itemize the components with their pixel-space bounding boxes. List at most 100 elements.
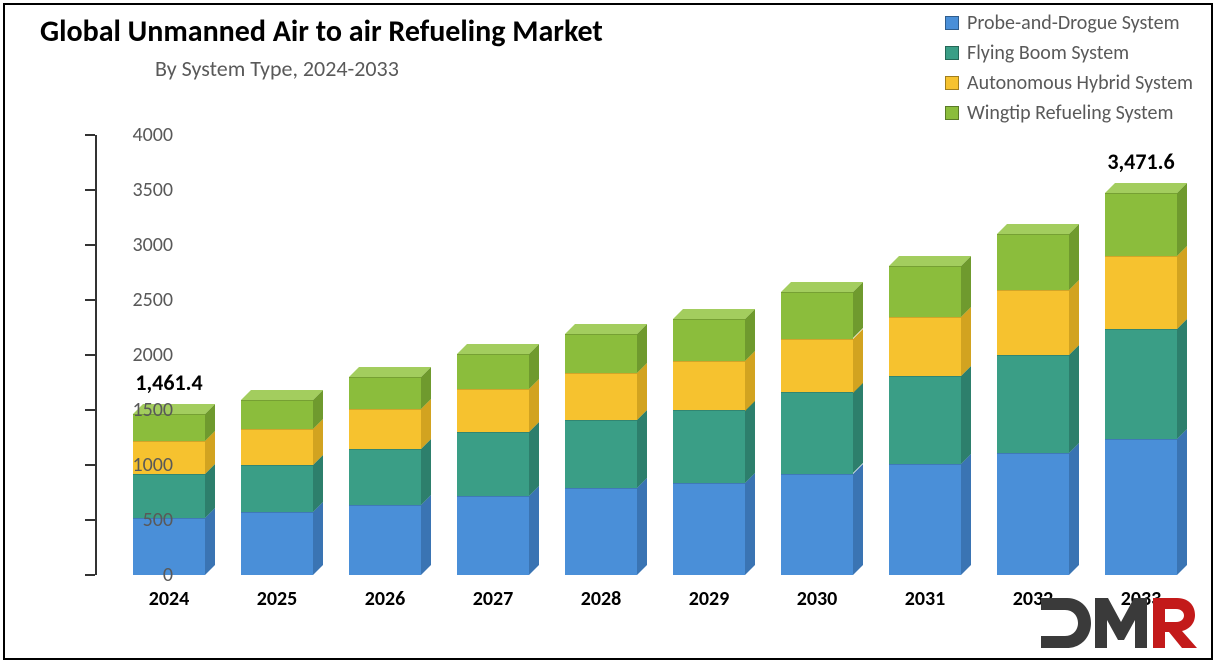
bar-segment-side (421, 439, 431, 505)
bar-segment-wingtip (1105, 193, 1177, 256)
bar-data-label: 3,471.6 (1081, 148, 1201, 175)
bar-segment-boom (1105, 329, 1177, 439)
legend-swatch (945, 106, 959, 120)
bar-segment-wingtip (457, 354, 529, 389)
bar-top-cap (565, 324, 647, 334)
bar-top-cap (781, 282, 863, 292)
bar-segment-wingtip (241, 400, 313, 429)
bar-segment-side (1069, 280, 1079, 355)
bar-segment-side (637, 478, 647, 575)
bar-segment-wingtip (997, 234, 1069, 290)
bar-segment-boom (457, 432, 529, 496)
bar-segment-boom (565, 420, 637, 488)
bar-segment-side (745, 351, 755, 411)
bar-segment-front (997, 234, 1069, 290)
bar-segment-side (637, 363, 647, 420)
bar-segment-hybrid (457, 389, 529, 432)
bar-segment-wingtip (781, 292, 853, 338)
y-tick (85, 134, 95, 136)
bar-top-cap (457, 344, 539, 354)
bar-segment-front (1105, 439, 1177, 575)
bar-segment-front (673, 410, 745, 483)
bar-segment-wingtip (349, 377, 421, 409)
bar-segment-side (961, 307, 971, 376)
y-tick-label: 3000 (103, 233, 173, 257)
bar-segment-front (349, 449, 421, 505)
legend-swatch (945, 76, 959, 90)
y-tick-label: 2000 (103, 343, 173, 367)
legend-label: Probe-and-Drogue System (967, 11, 1180, 35)
bar-segment-front (349, 409, 421, 449)
bar-segment-front (457, 496, 529, 575)
bar-segment-front (457, 389, 529, 432)
y-tick (85, 299, 95, 301)
bar-top-cap (673, 309, 755, 319)
bar-top-cap (889, 256, 971, 266)
bar-segment-front (565, 488, 637, 575)
bar-segment-front (1105, 256, 1177, 329)
bar-segment-front (673, 361, 745, 411)
bar-segment-side (205, 508, 215, 575)
legend-label: Flying Boom System (967, 41, 1129, 65)
bar-segment-probe (241, 512, 313, 575)
chart-title: Global Unmanned Air to air Refueling Mar… (40, 13, 603, 50)
chart-frame: Global Unmanned Air to air Refueling Mar… (3, 3, 1213, 660)
legend-item: Wingtip Refueling System (945, 101, 1193, 125)
bar-segment-front (241, 512, 313, 575)
chart-subtitle: By System Type, 2024-2033 (155, 55, 399, 82)
y-tick-label: 2500 (103, 288, 173, 312)
legend-item: Flying Boom System (945, 41, 1193, 65)
bar-segment-side (961, 366, 971, 464)
x-tick-label: 2028 (565, 587, 637, 611)
bar-segment-hybrid (565, 373, 637, 420)
bar-segment-side (961, 454, 971, 575)
bar-segment-front (565, 420, 637, 488)
y-tick-label: 4000 (103, 123, 173, 147)
bar-segment-front (997, 290, 1069, 355)
bar-segment-side (1069, 345, 1079, 453)
bar-top-cap (349, 367, 431, 377)
bar-segment-hybrid (673, 361, 745, 411)
x-tick-label: 2024 (133, 587, 205, 611)
legend-item: Probe-and-Drogue System (945, 11, 1193, 35)
bar-segment-front (889, 317, 961, 376)
bar-segment-front (349, 505, 421, 575)
bar-segment-side (529, 486, 539, 575)
bar-segment-side (961, 256, 971, 317)
bar-segment-side (745, 473, 755, 575)
y-axis (95, 135, 97, 575)
bar-segment-front (457, 432, 529, 496)
bar-segment-front (1105, 193, 1177, 256)
bar-segment-front (889, 376, 961, 464)
bar-segment-side (1069, 224, 1079, 290)
bar-segment-boom (241, 465, 313, 512)
bar-top-cap (997, 224, 1079, 234)
bar-segment-hybrid (997, 290, 1069, 355)
bar-segment-probe (997, 453, 1069, 575)
y-tick (85, 189, 95, 191)
bar-segment-hybrid (889, 317, 961, 376)
bar-segment-probe (349, 505, 421, 575)
logo-letter-r (1153, 598, 1197, 648)
y-tick-label: 1000 (103, 453, 173, 477)
y-tick-label: 1500 (103, 398, 173, 422)
logo-letter-d (1041, 598, 1091, 648)
bar-segment-side (1177, 319, 1187, 439)
x-tick-label: 2030 (781, 587, 853, 611)
bar-segment-boom (673, 410, 745, 483)
bar-top-cap (1105, 183, 1187, 193)
legend-label: Autonomous Hybrid System (967, 71, 1193, 95)
y-tick-label: 0 (103, 563, 173, 587)
plot-area: 20241,461.420252026202720282029203020312… (95, 135, 1185, 575)
bar-segment-front (673, 483, 745, 575)
bar-segment-hybrid (1105, 256, 1177, 329)
bar-segment-side (637, 410, 647, 488)
y-tick (85, 244, 95, 246)
bar-segment-boom (997, 355, 1069, 453)
y-tick (85, 354, 95, 356)
bar-segment-wingtip (673, 319, 745, 361)
bar-segment-front (781, 339, 853, 393)
legend-swatch (945, 46, 959, 60)
bar-segment-hybrid (781, 339, 853, 393)
legend-item: Autonomous Hybrid System (945, 71, 1193, 95)
